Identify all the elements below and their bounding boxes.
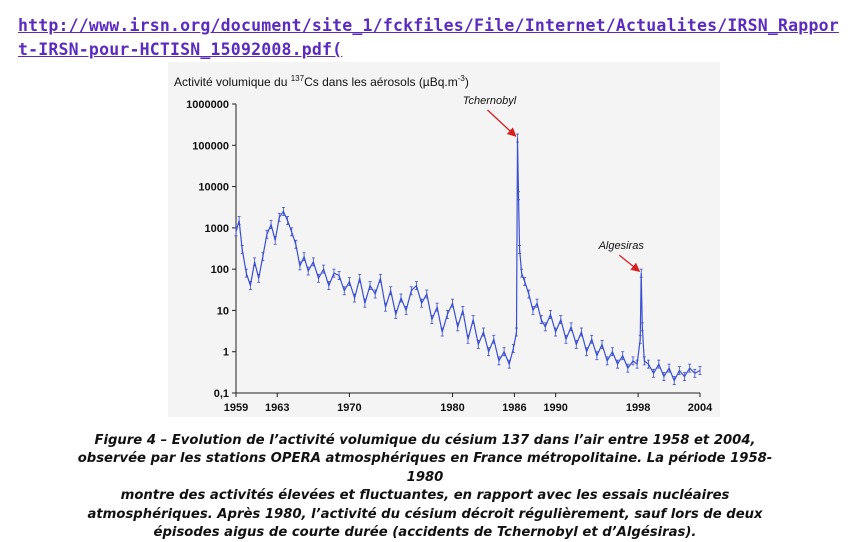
chart-title-end: )	[465, 75, 469, 89]
x-tick-label: 1963	[265, 402, 289, 414]
annotation-arrow	[487, 109, 517, 137]
y-tick-label: 1000	[205, 223, 229, 235]
y-tick-label: 0,1	[214, 388, 229, 400]
chart-title-prefix: Activité volumique du	[174, 75, 291, 89]
chart-title-middle: Cs dans les aérosols (µBq.m	[304, 75, 458, 89]
chart-axes: 1000000 100000 10000 1000 100 10 1 0,1 1959 1963 1…	[186, 99, 713, 414]
y-tick-label: 1000000	[186, 99, 229, 111]
source-url-link[interactable]: http://www.irsn.org/document/site_1/fckf…	[18, 16, 839, 59]
chart-series	[234, 133, 702, 385]
y-tick-label: 10	[217, 305, 229, 317]
cesium-activity-chart: Activité volumique du 137Cs dans les aér…	[168, 62, 720, 417]
y-tick-label: 100	[211, 264, 229, 276]
caption-line: observée par les stations OPERA atmosphé…	[77, 451, 773, 485]
figure-caption: Figure 4 – Evolution de l’activité volum…	[60, 432, 790, 542]
y-tick-label: 1	[223, 347, 229, 359]
x-tick-label: 1998	[626, 402, 650, 414]
x-tick-label: 1986	[502, 402, 526, 414]
x-tick-label: 1970	[337, 402, 361, 414]
caption-line: montre des activités élevées et fluctuan…	[120, 488, 730, 504]
caption-line: épisodes aigus de courte durée (accident…	[153, 525, 697, 541]
annotation-label: Tchernobyl	[463, 95, 517, 107]
chart-title: Activité volumique du 137Cs dans les aér…	[174, 74, 469, 89]
chart-annotations: Tchernobyl Algesiras	[463, 95, 645, 272]
annotation-label: Algesiras	[598, 240, 645, 252]
caption-line: Figure 4 – Evolution de l’activité volum…	[94, 433, 756, 448]
x-tick-label: 1990	[543, 402, 567, 414]
y-tick-label: 100000	[192, 140, 229, 152]
x-tick-label: 1980	[440, 402, 464, 414]
y-tick-label: 10000	[198, 182, 229, 194]
x-tick-label: 2004	[688, 402, 713, 414]
chart-title-unit-superscript: -3	[458, 74, 466, 83]
annotation-arrow	[618, 254, 641, 272]
caption-line: atmosphériques. Après 1980, l’activité d…	[87, 506, 763, 522]
chart-title-isotope-superscript: 137	[291, 74, 305, 83]
chart-svg: Activité volumique du 137Cs dans les aér…	[174, 74, 713, 414]
cesium-activity-series-line	[235, 137, 701, 383]
x-tick-label: 1959	[224, 402, 248, 414]
